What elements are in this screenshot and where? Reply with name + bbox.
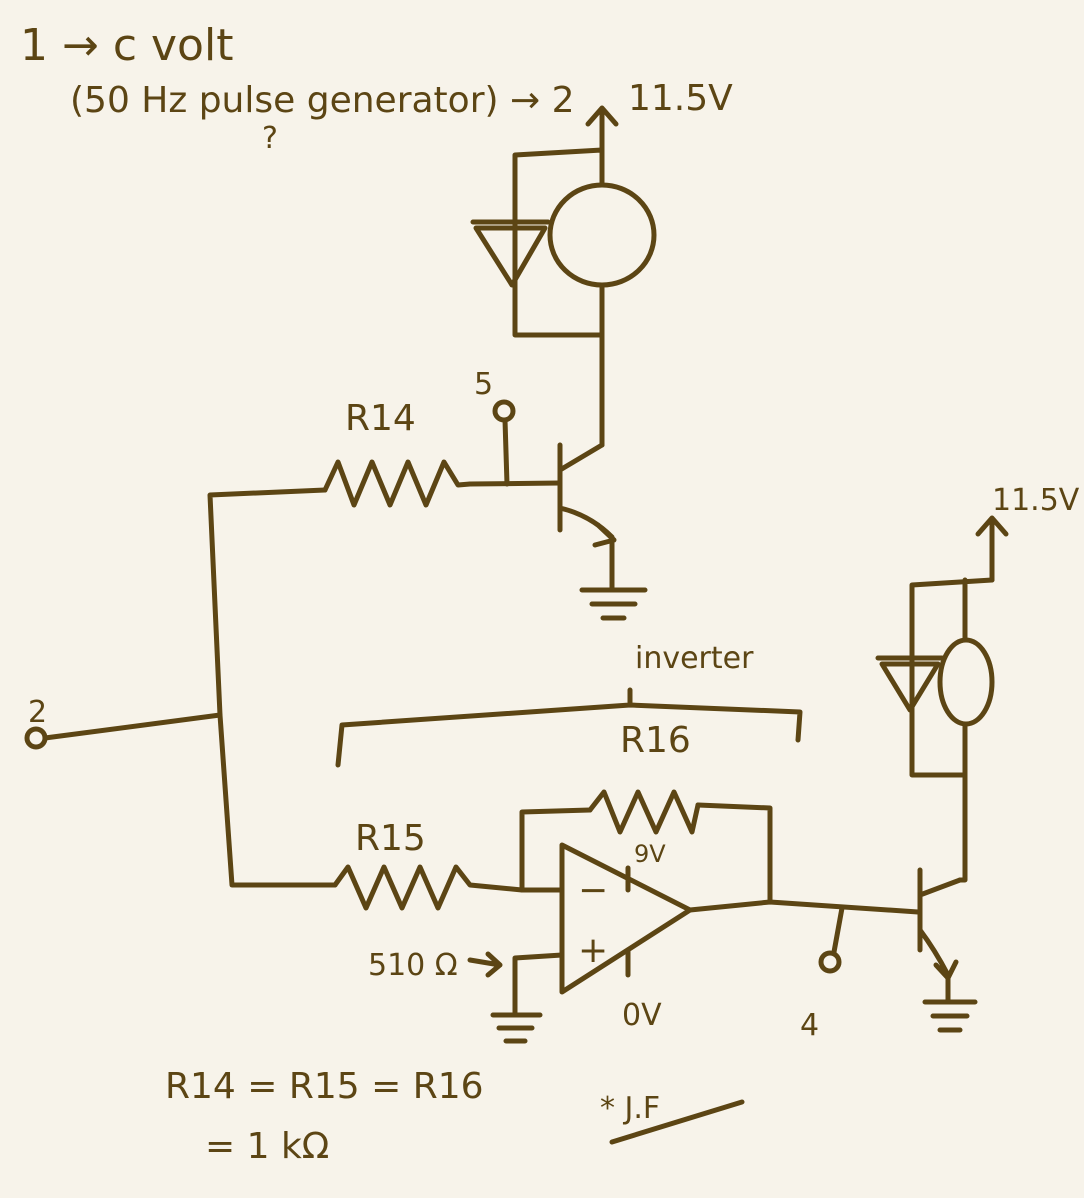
right-ground-symbol — [922, 999, 978, 1033]
inverter-label: inverter — [635, 641, 754, 676]
node2-label: 2 — [28, 695, 47, 730]
wire-node2-to-r14 — [207, 487, 328, 718]
node5-terminal — [492, 399, 516, 423]
top-motor-symbol — [547, 182, 657, 288]
node4-label: 4 — [800, 1008, 819, 1043]
equation-line-2: = 1 kΩ — [205, 1126, 329, 1167]
right-supply-label: 11.5V — [992, 483, 1080, 518]
right-motor-branch-wires — [909, 577, 995, 883]
right-motor-symbol — [937, 637, 995, 727]
top-ground-symbol — [579, 587, 648, 621]
r14-resistor — [322, 459, 473, 508]
right-transistor — [917, 867, 963, 981]
note-line-1: 1 → c volt — [20, 20, 233, 71]
top-transistor — [557, 442, 617, 593]
note-question-mark: ? — [262, 121, 278, 156]
wire-node2-to-junction — [42, 712, 338, 888]
r-plus-label-arrow — [467, 951, 503, 978]
op-amp-vminus-label: 0V — [622, 998, 662, 1033]
r-plus-input-label: 510 Ω — [368, 948, 458, 983]
wire-r14-to-base — [467, 480, 563, 487]
signature-text: * J.F — [600, 1091, 660, 1126]
r16-feedback-wire — [519, 802, 773, 905]
op-amp-plus-sign: + — [578, 930, 608, 971]
note-line-2: (50 Hz pulse generator) → 2 — [70, 80, 575, 121]
op-amp-vplus-label: 9V — [634, 840, 666, 868]
r16-label: R16 — [620, 720, 691, 761]
r15-label: R15 — [355, 818, 426, 859]
top-supply-arrow — [585, 105, 619, 153]
wire-opamp-out-to-base — [687, 899, 921, 915]
inverter-brace — [335, 687, 803, 768]
r15-resistor — [332, 864, 525, 911]
top-supply-label: 11.5V — [628, 78, 733, 119]
r14-label: R14 — [345, 398, 416, 439]
right-flyback-diode — [875, 655, 945, 713]
top-flyback-diode — [470, 219, 551, 288]
node5-tap — [502, 417, 510, 487]
op-amp-minus-sign: − — [578, 870, 608, 911]
signature-underline — [609, 1099, 745, 1145]
opamp-ground-symbol — [490, 1012, 543, 1044]
top-motor-branch-wires — [512, 147, 605, 448]
right-supply-arrow — [975, 515, 1009, 583]
node4-terminal — [818, 950, 842, 974]
r16-resistor — [587, 789, 701, 835]
wire-noninverting-to-ground — [512, 952, 565, 1018]
equation-line-1: R14 = R15 = R16 — [165, 1066, 484, 1107]
node4-tap — [831, 905, 845, 955]
node2-terminal — [24, 726, 48, 750]
node5-label: 5 — [474, 367, 493, 402]
